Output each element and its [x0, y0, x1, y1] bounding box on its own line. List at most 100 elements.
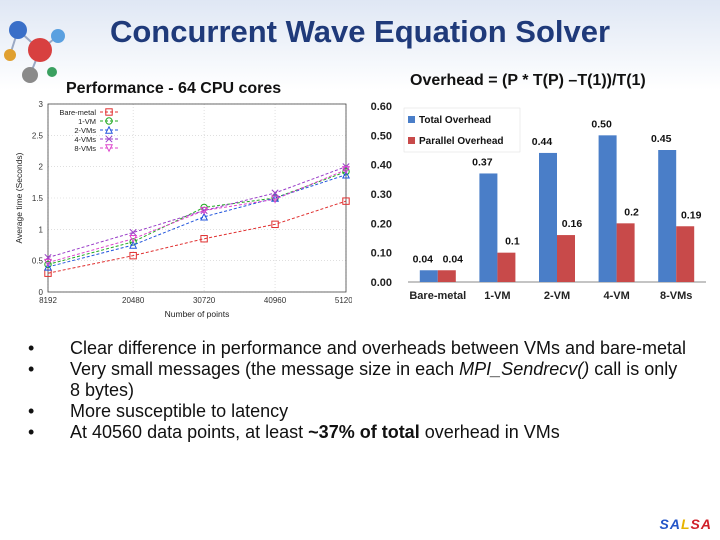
y-axis-label: Average time (Seconds) — [14, 152, 24, 243]
y-tick-label: 1.5 — [32, 194, 44, 203]
data-point — [271, 195, 280, 204]
series-8-vms — [43, 166, 351, 267]
series-1-vm — [44, 167, 350, 269]
data-point — [271, 193, 280, 202]
y-tick-label: 1 — [39, 225, 44, 234]
bar — [479, 173, 498, 282]
legend-label: 8-VMs — [74, 144, 96, 153]
title-band — [0, 0, 720, 90]
salsa-logo-part: SA — [690, 516, 712, 532]
series-2-vms — [43, 170, 351, 271]
bar-value-label: 0.1 — [505, 236, 520, 248]
data-point — [105, 135, 113, 143]
bullet-list: Clear difference in performance and over… — [28, 338, 688, 443]
legend-label: Bare-metal — [59, 108, 96, 117]
y-tick-label: 2 — [39, 163, 44, 172]
data-point — [104, 144, 114, 153]
performance-line-chart: 0 0.5 1 1.5 2 2.5 3 8192 20480 30720 40960 51200 Num… — [12, 96, 352, 325]
bar-value-label: 0.19 — [681, 209, 702, 221]
series-4-vms — [44, 163, 350, 262]
bar — [676, 226, 695, 282]
bullet-item: More susceptible to latency — [28, 401, 688, 422]
y-tick-label: 0.20 — [371, 218, 392, 230]
data-point — [342, 197, 350, 205]
bar-value-label: 0.2 — [624, 206, 639, 218]
bullet-text-post: call is only 8 bytes) — [70, 359, 678, 400]
legend-label: 2-VMs — [74, 126, 96, 135]
bar-value-label: 0.45 — [651, 133, 672, 145]
performance-label: Performance - 64 CPU cores — [66, 80, 282, 97]
x-tick-label: 20480 — [122, 296, 145, 305]
bar — [539, 152, 557, 282]
bar — [419, 270, 438, 282]
molecule-logo-icon — [4, 21, 65, 83]
data-point — [271, 189, 279, 197]
bar-value-label: 0.04 — [443, 253, 464, 265]
slide-title: Concurrent Wave Equation Solver — [109, 14, 611, 49]
x-tick-label: 2-VM — [544, 290, 570, 302]
series-line — [47, 174, 347, 268]
bullet-emphasis: ~37% of total — [308, 422, 420, 442]
y-tick-label: 0 — [39, 288, 44, 297]
data-point — [105, 108, 113, 116]
data-point — [200, 212, 209, 221]
data-point — [129, 235, 138, 244]
legend-swatch — [408, 137, 415, 144]
series-line — [47, 169, 347, 264]
mpi-function-name: MPI_Sendrecv() — [459, 359, 590, 379]
y-tick-label: 0.40 — [371, 160, 392, 172]
y-tick-label: 0.30 — [371, 189, 392, 201]
bar-value-label: 0.50 — [591, 118, 612, 130]
bullet-item: Very small messages (the message size in… — [28, 359, 688, 401]
bar — [616, 223, 635, 282]
x-tick-label: 1-VM — [484, 290, 510, 302]
y-tick-label: 0.10 — [371, 248, 392, 260]
x-tick-label: 8-VMs — [660, 290, 692, 302]
bullet-text-pre: Very small messages (the message size in… — [70, 359, 460, 379]
legend-label: Parallel Overhead — [419, 136, 504, 147]
data-point — [44, 260, 52, 269]
legend-swatch — [408, 116, 415, 123]
bar — [497, 252, 516, 282]
salsa-logo-part: SA — [659, 516, 681, 532]
bullet-item: Clear difference in performance and over… — [28, 338, 688, 359]
legend-label: 1-VM — [78, 117, 96, 126]
overhead-formula-label: Overhead = (P * T(P) –T(1))/T(1) — [410, 72, 646, 89]
y-tick-label: 0.50 — [371, 130, 392, 142]
bullet-item: At 40560 data points, at least ~37% of t… — [28, 422, 688, 443]
series-line — [47, 166, 347, 259]
bullet-text-pre: At 40560 data points, at least — [70, 422, 309, 442]
series-bare-metal — [44, 197, 350, 277]
y-tick-label: 3 — [39, 100, 44, 109]
data-point — [271, 220, 279, 229]
legend-label: 4-VMs — [74, 135, 96, 144]
x-tick-label: 4-VM — [603, 290, 629, 302]
data-point — [200, 235, 208, 243]
legend-label: Total Overhead — [419, 115, 491, 126]
bullet-text-post: overhead in VMs — [419, 422, 560, 442]
salsa-logo: SALSA — [660, 516, 712, 532]
x-tick-label: Bare-metal — [409, 290, 466, 302]
data-point — [43, 258, 53, 267]
bar — [598, 135, 617, 282]
x-tick-label: 51200 — [335, 296, 352, 305]
x-axis-label: Number of points — [165, 309, 230, 319]
y-tick-label: 0.5 — [32, 257, 44, 266]
bar-value-label: 0.44 — [532, 136, 553, 148]
x-tick-label: 30720 — [193, 296, 216, 305]
data-point — [129, 251, 137, 260]
y-tick-label: 0.60 — [371, 101, 392, 113]
data-point — [341, 166, 351, 175]
data-point — [129, 240, 138, 249]
x-tick-label: 8192 — [39, 296, 57, 305]
bar-value-label: 0.37 — [472, 156, 493, 168]
bar-value-label: 0.04 — [413, 253, 434, 265]
y-tick-label: 2.5 — [32, 131, 44, 140]
data-point — [129, 228, 137, 237]
overhead-bar-chart: 0.00 0.10 0.20 0.30 0.40 0.50 0.60 0.04 0.04 Bare… — [360, 96, 712, 318]
data-point — [104, 125, 114, 134]
x-tick-label: 40960 — [264, 296, 287, 305]
data-point — [105, 117, 113, 125]
series-line — [47, 200, 347, 274]
legend-box — [403, 107, 521, 153]
